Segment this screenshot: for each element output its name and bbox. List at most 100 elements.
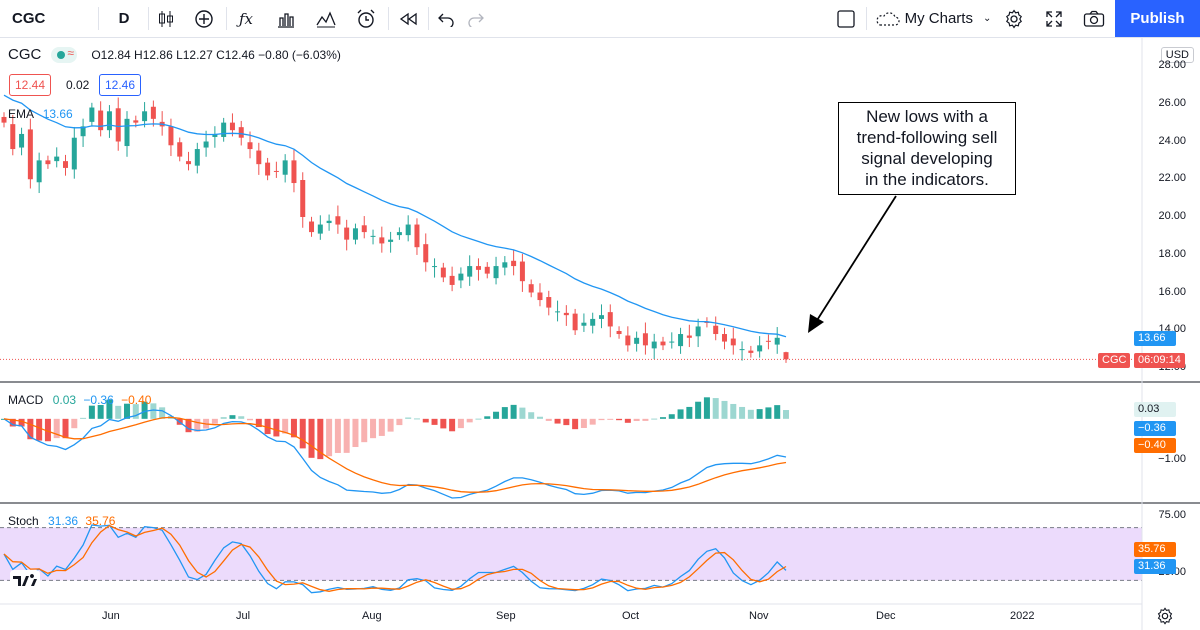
candle [194, 149, 200, 166]
candle [625, 335, 631, 346]
macd-histogram-bar [501, 407, 508, 419]
macd-signal-line [3, 416, 787, 493]
candle [282, 160, 288, 175]
candle [212, 133, 218, 137]
macd-histogram-bar [326, 418, 333, 457]
candle [414, 224, 420, 248]
candle [344, 227, 350, 240]
macd-histogram-bar [115, 405, 122, 419]
ask-price[interactable]: 12.46 [99, 74, 142, 96]
price-chart[interactable] [0, 38, 1200, 630]
candle [774, 337, 780, 345]
replay-icon[interactable] [394, 0, 422, 37]
price-tick: 22.00 [1158, 172, 1186, 185]
macd-signal-tag: −0.40 [1134, 438, 1176, 453]
symbol-search[interactable]: CGC [12, 10, 46, 27]
candle [273, 170, 279, 172]
bid-price[interactable]: 12.44 [9, 74, 52, 96]
macd-histogram-bar [545, 418, 552, 421]
expand-icon[interactable] [1040, 0, 1068, 37]
macd-histogram-bar [449, 418, 456, 432]
publish-button[interactable]: Publish [1115, 0, 1200, 37]
add-indicator-icon[interactable] [190, 0, 218, 37]
macd-histogram-bar [668, 414, 675, 419]
macd-histogram-bar [475, 418, 482, 420]
candle [721, 334, 727, 342]
macd-histogram-bar [642, 418, 649, 421]
macd-histogram-bar [624, 418, 631, 423]
stoch-d-value: 35.76 [85, 514, 116, 528]
macd-histogram-bar [194, 418, 201, 432]
stoch-k-tag: 31.36 [1134, 559, 1176, 574]
candle [458, 273, 464, 281]
candle [388, 239, 394, 242]
candle [247, 142, 253, 150]
macd-hist-tag: 0.03 [1134, 402, 1176, 417]
currency-selector[interactable]: USD [1160, 47, 1194, 63]
candles-style-icon[interactable] [152, 0, 180, 37]
macd-histogram-bar [730, 403, 737, 419]
time-tick: Aug [362, 610, 382, 622]
candle [229, 122, 235, 131]
macd-histogram-bar [484, 416, 491, 419]
alert-clock-icon[interactable] [352, 0, 380, 37]
candle [177, 142, 183, 157]
candle [54, 156, 60, 162]
price-tick: 20.00 [1158, 210, 1186, 222]
ema-legend-value: 13.66 [42, 107, 73, 121]
macd-histogram-bar [141, 401, 148, 419]
macd-histogram-bar [317, 418, 324, 460]
candle [440, 267, 446, 278]
candle [27, 129, 33, 180]
macd-histogram-bar [466, 418, 473, 423]
ema-price-tag: 13.66 [1134, 331, 1176, 346]
macd-histogram-bar [651, 418, 658, 420]
macd-histogram-bar [352, 418, 359, 448]
fullscreen-toggle-icon[interactable] [832, 0, 860, 37]
tradingview-logo[interactable] [10, 570, 40, 592]
macd-histogram-bar [343, 418, 350, 453]
interval-button[interactable]: D [118, 10, 130, 27]
callout-line: trend-following sell [856, 128, 998, 147]
annotation-callout[interactable]: New lows with a trend-following sell sig… [838, 102, 1016, 195]
macd-histogram-bar [756, 409, 763, 419]
candle [678, 334, 684, 347]
macd-histogram-bar [387, 418, 394, 432]
macd-histogram-bar [739, 406, 746, 419]
time-tick: Sep [496, 610, 516, 622]
macd-histogram-bar [18, 418, 25, 427]
indicators-fx-icon[interactable]: ƒx [238, 9, 253, 28]
candle [765, 340, 771, 342]
macd-histogram-bar [27, 418, 34, 440]
candle [669, 341, 675, 343]
macd-histogram-bar [9, 418, 16, 427]
callout-line: signal developing [861, 149, 993, 168]
macd-histogram-bar [413, 418, 420, 420]
macd-histogram-bar [264, 418, 271, 435]
my-charts-dropdown[interactable]: My Charts ⌄ [870, 0, 994, 37]
candle [221, 122, 227, 137]
candle [317, 224, 323, 234]
undo-icon[interactable] [432, 0, 460, 37]
candle [511, 260, 517, 267]
redo-icon[interactable] [462, 0, 490, 37]
axis-settings-gear-icon[interactable] [1156, 607, 1174, 630]
macd-histogram-bar [616, 418, 623, 421]
candle [326, 220, 332, 224]
candle [106, 111, 112, 131]
macd-histogram-bar [273, 418, 280, 437]
candle [370, 235, 376, 237]
legend-symbol[interactable]: CGC [8, 46, 42, 63]
macd-histogram-bar [510, 404, 517, 419]
camera-icon[interactable] [1080, 0, 1108, 37]
toolbar-divider [98, 7, 99, 30]
price-pane [0, 94, 1142, 363]
macd-histogram-bar [440, 418, 447, 429]
macd-histogram-bar [405, 417, 412, 419]
macd-histogram-bar [308, 418, 315, 458]
settings-gear-icon[interactable] [1000, 0, 1028, 37]
templates-icon[interactable] [312, 0, 340, 37]
price-tick: 28.00 [1158, 59, 1186, 71]
candle [757, 345, 763, 352]
compare-bars-icon[interactable] [272, 0, 300, 37]
